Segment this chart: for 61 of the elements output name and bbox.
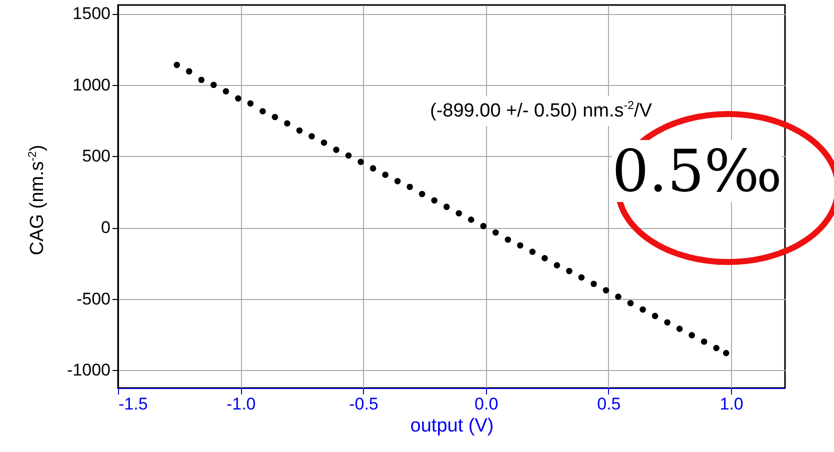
point bbox=[198, 76, 205, 84]
point bbox=[358, 158, 364, 166]
x-tick-label: 0.5 bbox=[597, 394, 621, 414]
point bbox=[406, 184, 413, 190]
y-tick-label: -1000 bbox=[67, 360, 110, 380]
point bbox=[713, 344, 720, 352]
point bbox=[590, 280, 597, 288]
x-tick-label: -1.0 bbox=[226, 394, 256, 414]
point bbox=[664, 319, 670, 326]
point bbox=[504, 236, 512, 243]
point bbox=[370, 165, 376, 172]
point bbox=[554, 262, 560, 268]
point bbox=[480, 222, 487, 230]
point bbox=[443, 204, 450, 210]
point bbox=[566, 268, 572, 274]
y-tick-label: -500 bbox=[76, 289, 110, 308]
point bbox=[722, 350, 730, 356]
point bbox=[247, 100, 254, 107]
annotation: (-899.00 +/- 0.50) nm.s$^{-2}$/V bbox=[420, 96, 662, 126]
point bbox=[308, 133, 315, 140]
point bbox=[272, 114, 278, 120]
point bbox=[210, 82, 217, 88]
point bbox=[418, 190, 426, 198]
point bbox=[468, 216, 474, 223]
point bbox=[700, 338, 708, 345]
point bbox=[529, 248, 536, 255]
point bbox=[542, 255, 548, 262]
x-tick-label: 0.0 bbox=[474, 394, 498, 414]
point bbox=[640, 306, 646, 313]
x-tick-label: 1.0 bbox=[720, 394, 744, 414]
point bbox=[578, 274, 585, 281]
point bbox=[260, 108, 266, 114]
point bbox=[688, 332, 695, 338]
point bbox=[174, 62, 180, 68]
annotation: 0.5‰ bbox=[612, 137, 782, 205]
x-tick-label: -0.5 bbox=[349, 394, 378, 414]
point bbox=[676, 326, 683, 332]
point bbox=[517, 242, 524, 249]
point bbox=[394, 178, 401, 184]
y-tick-label: 1500 bbox=[72, 4, 110, 24]
point bbox=[296, 127, 303, 134]
point bbox=[186, 68, 192, 74]
point bbox=[320, 139, 328, 146]
point bbox=[284, 120, 290, 127]
y-tick-label: 1000 bbox=[72, 75, 110, 94]
point bbox=[602, 287, 610, 294]
point bbox=[627, 300, 634, 306]
point bbox=[652, 312, 658, 320]
point bbox=[234, 95, 242, 102]
x-tick-label: -1.5 bbox=[118, 394, 148, 414]
y-tick-label: 500 bbox=[82, 146, 110, 166]
y-tick-label: 0 bbox=[101, 218, 110, 238]
point bbox=[222, 88, 230, 94]
point bbox=[615, 294, 622, 300]
point bbox=[456, 210, 462, 216]
point bbox=[382, 172, 388, 178]
point bbox=[431, 197, 438, 204]
x-axis-title: output (V) bbox=[410, 416, 494, 436]
point bbox=[492, 229, 499, 236]
point bbox=[333, 146, 340, 153]
point bbox=[345, 152, 352, 159]
